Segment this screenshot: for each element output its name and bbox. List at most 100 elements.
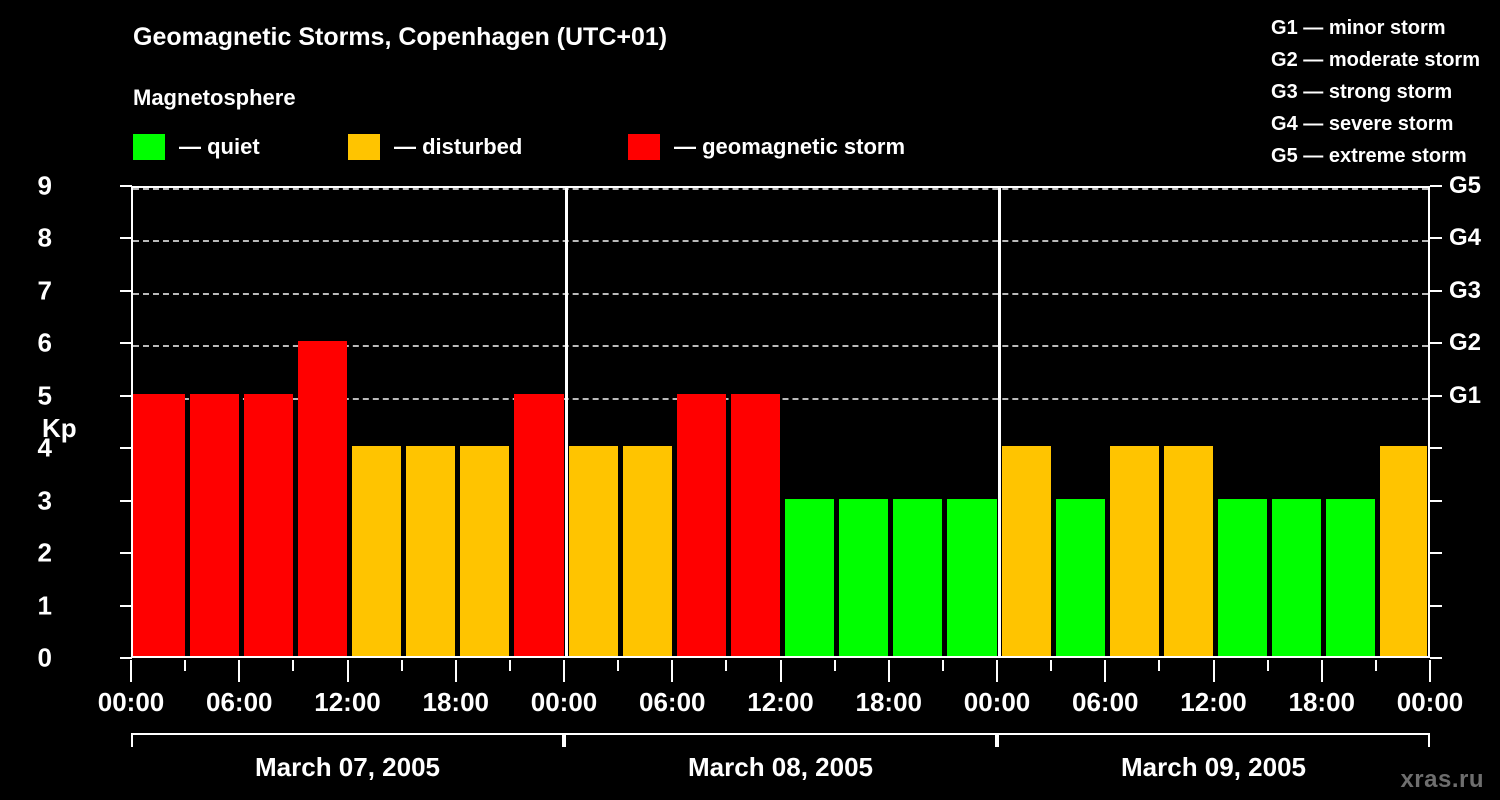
bar [1326, 498, 1376, 656]
y-axis-title: Kp [42, 413, 77, 443]
x-tick-minor [941, 660, 944, 671]
y-tick-mark-2 [120, 552, 132, 555]
x-tick-label: 18:00 [1288, 687, 1356, 717]
date-bracket [564, 733, 997, 747]
legend-swatch-quiet [133, 134, 165, 160]
x-tick-label: 06:00 [639, 687, 706, 717]
g-tick-mark-2 [1430, 552, 1442, 555]
date-bracket [997, 733, 1430, 747]
y-tick-mark-1 [120, 604, 132, 607]
x-tick-major [238, 660, 241, 682]
y-tick-mark-5 [120, 394, 132, 397]
x-tick-minor [400, 660, 403, 671]
bar [839, 498, 889, 656]
bar [1055, 498, 1105, 656]
bar [460, 446, 510, 656]
bar [1163, 446, 1213, 656]
x-tick-label: 00:00 [1396, 687, 1464, 717]
g-tick-mark-0 [1430, 657, 1442, 659]
y-tick-label-1: 1 [37, 590, 52, 621]
x-tick-minor [617, 660, 620, 671]
bar [1218, 498, 1268, 656]
date-label: March 08, 2005 [687, 752, 874, 782]
legend-label-quiet: — quiet [179, 134, 260, 159]
bar [1001, 446, 1051, 656]
g-tick-mark-4 [1430, 447, 1442, 450]
g-tick-label-G3: G3 [1449, 276, 1482, 304]
x-tick-minor [833, 660, 836, 671]
x-tick-major [130, 660, 132, 682]
x-tick-label: 00:00 [97, 687, 165, 717]
g-legend-row-1: G1 — minor storm [1271, 17, 1446, 39]
x-tick-label: 06:00 [206, 687, 273, 717]
g-tick-mark-5 [1430, 394, 1442, 397]
page-title: Geomagnetic Storms, Copenhagen (UTC+01) [133, 23, 668, 51]
legend-entry-geomagnetic-storm: — geomagnetic storm [628, 134, 905, 160]
bar [514, 393, 564, 656]
y-tick-label-3: 3 [37, 485, 52, 516]
x-tick-label: 18:00 [855, 687, 923, 717]
g-tick-label-G5: G5 [1449, 172, 1482, 199]
y-tick-mark-6 [120, 342, 132, 345]
y-tick-label-4: 4 [37, 432, 52, 463]
g-tick-mark-1 [1430, 604, 1442, 607]
bar [568, 446, 618, 656]
x-tick-major [346, 660, 349, 682]
bar [893, 498, 943, 656]
bar [243, 393, 293, 656]
g-legend-row-2: G2 — moderate storm [1271, 49, 1480, 71]
g-tick-mark-3 [1430, 499, 1442, 502]
x-tick-minor [1374, 660, 1377, 671]
x-tick-major [779, 660, 782, 682]
magnetosphere-subtitle: Magnetosphere [133, 85, 296, 110]
x-tick-minor [1158, 660, 1161, 671]
g-tick-label-G4: G4 [1449, 224, 1482, 252]
plot-inner [133, 188, 1428, 656]
bar [406, 446, 456, 656]
y-tick-mark-0 [120, 657, 132, 659]
gridline-kp-5 [133, 397, 1428, 400]
gridline-kp-8 [133, 240, 1428, 243]
date-label: March 09, 2005 [1120, 752, 1307, 782]
legend-label-geomagnetic-storm: — geomagnetic storm [674, 134, 906, 159]
x-tick-label: 12:00 [314, 687, 381, 717]
g-tick-mark-8 [1430, 237, 1442, 240]
y-tick-mark-8 [120, 237, 132, 240]
legend-entry-disturbed: — disturbed [348, 134, 522, 160]
y-tick-mark-4 [120, 447, 132, 450]
x-tick-major [1212, 660, 1215, 682]
x-tick-major [1320, 660, 1323, 682]
x-tick-major [996, 660, 998, 682]
x-tick-minor [292, 660, 295, 671]
gridline-kp-6 [133, 345, 1428, 348]
watermark: xras.ru [1400, 766, 1484, 793]
y-tick-mark-7 [120, 289, 132, 292]
g-tick-label-G2: G2 [1449, 329, 1482, 357]
bars-layer [133, 188, 1428, 656]
bar [1380, 446, 1427, 656]
plot-area [131, 186, 1430, 658]
y-tick-label-2: 2 [37, 537, 52, 568]
day-divider [564, 188, 568, 656]
g-tick-label-G1: G1 [1449, 381, 1482, 409]
g-scale-legend: G1 — minor storm G2 — moderate storm G3 — … [1271, 12, 1480, 172]
y-tick-label-9: 9 [37, 170, 52, 201]
g-legend-row-3: G3 — strong storm [1271, 81, 1453, 103]
y-tick-mark-9 [120, 185, 132, 187]
x-tick-label: 12:00 [747, 687, 814, 717]
x-tick-major [1429, 660, 1431, 682]
x-tick-minor [184, 660, 187, 671]
date-bracket [131, 733, 564, 747]
x-tick-label: 18:00 [422, 687, 490, 717]
x-tick-label: 00:00 [963, 687, 1031, 717]
x-tick-label: 12:00 [1180, 687, 1247, 717]
y-tick-label-8: 8 [37, 222, 52, 253]
legend-entry-quiet: — quiet [133, 134, 260, 160]
x-tick-minor [508, 660, 511, 671]
x-tick-major [454, 660, 457, 682]
x-tick-minor [1050, 660, 1053, 671]
g-tick-mark-6 [1430, 342, 1442, 345]
bar [785, 498, 835, 656]
bar [947, 498, 997, 656]
legend-swatch-geomagnetic-storm [628, 134, 660, 160]
